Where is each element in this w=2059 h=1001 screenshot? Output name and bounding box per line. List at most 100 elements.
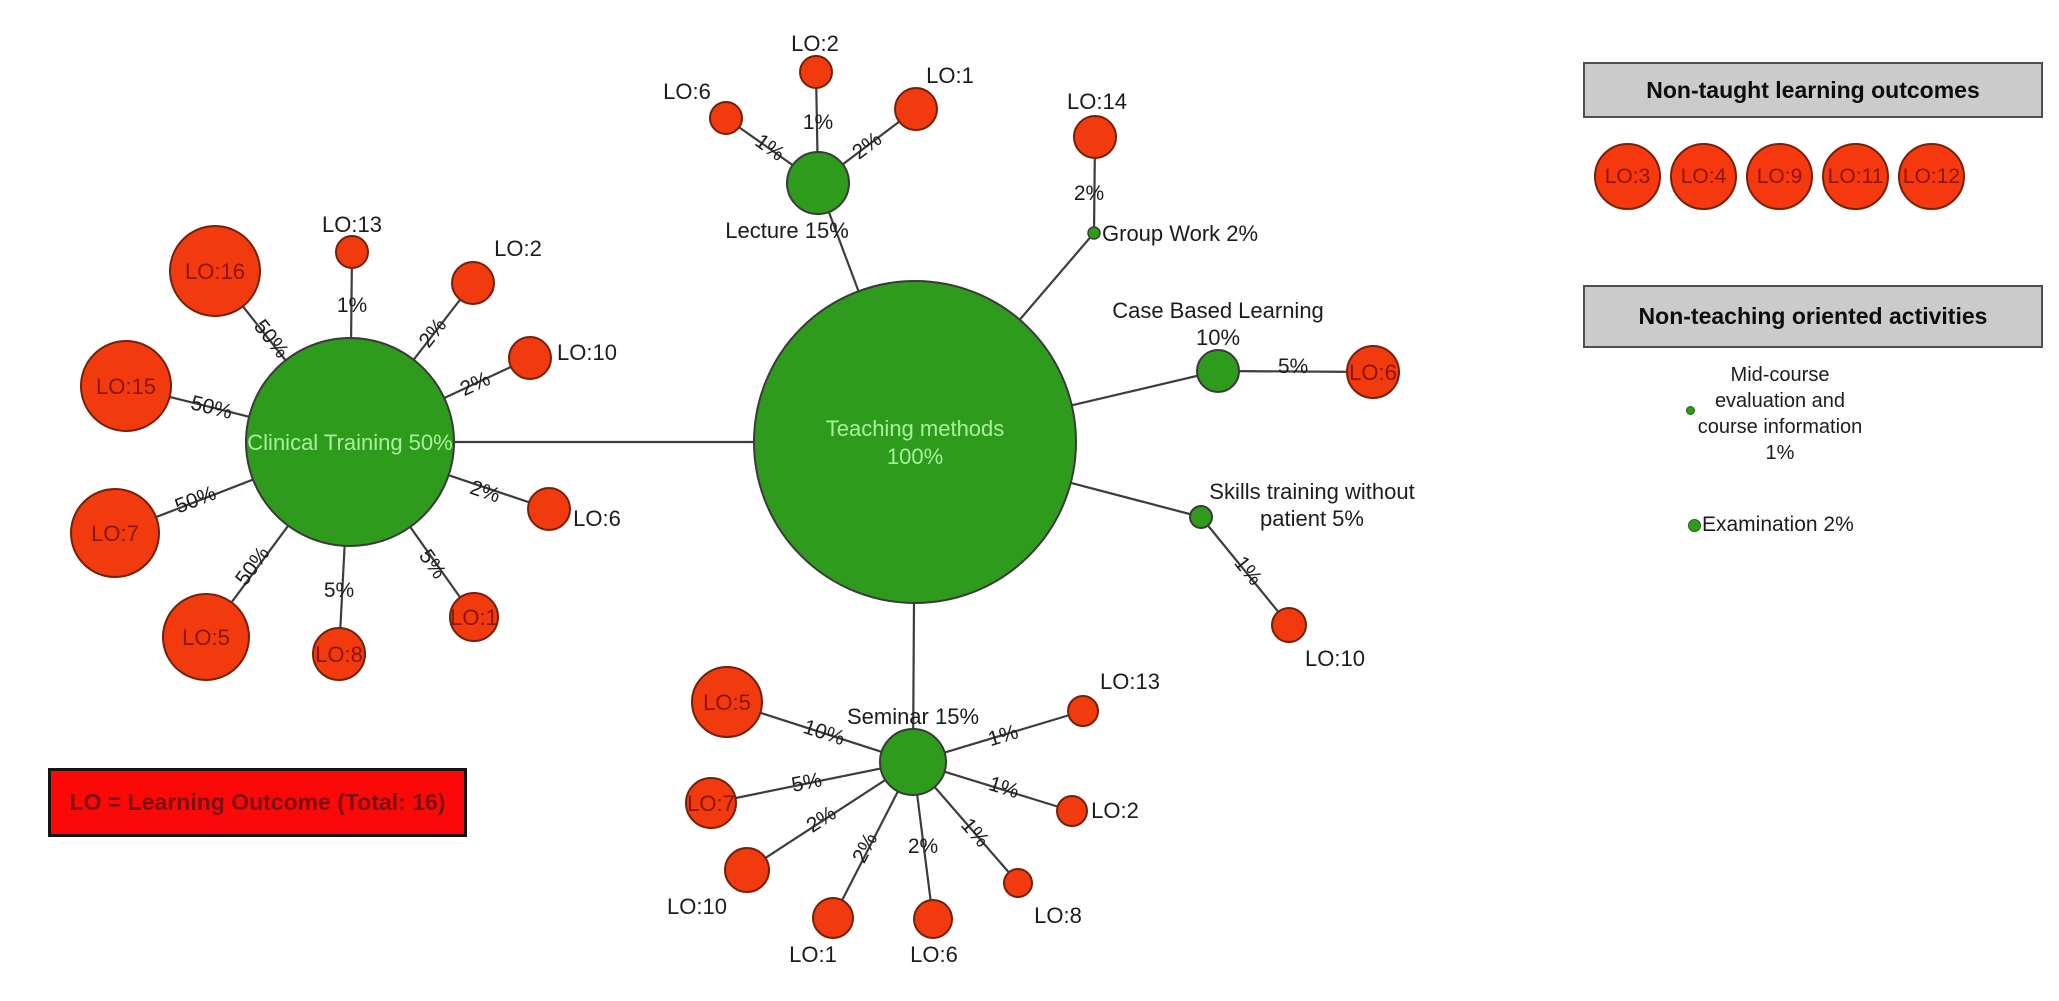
- node-label-lec_lo1: LO:1: [926, 63, 974, 88]
- node-label-cl_lo5: LO:5: [182, 625, 230, 650]
- node-label-lec_lo6: LO:6: [663, 79, 711, 104]
- node-label-sem_lo10: LO:10: [667, 894, 727, 919]
- node-label-cl_lo1: LO:1: [450, 605, 498, 630]
- midcourse-activity-label: Mid-course evaluation and course informa…: [1670, 362, 1890, 466]
- lo-legend-box: LO = Learning Outcome (Total: 16): [48, 768, 467, 837]
- edge-label-gw-lo14: 2%: [1074, 182, 1104, 205]
- node-sem_lo5: [691, 666, 763, 738]
- non-teaching-activities-header: Non-teaching oriented activities: [1583, 285, 2043, 348]
- edge-label-lecture-lec_lo1: 2%: [848, 127, 886, 164]
- node-label-lo14: LO:14: [1067, 89, 1127, 114]
- node-sem_lo6: [913, 899, 953, 939]
- non-taught-outcome-label: LO:11: [1827, 164, 1884, 188]
- non-taught-outcome-circle: LO:4: [1670, 143, 1737, 210]
- edge-label-seminar-sem_lo2: 1%: [986, 772, 1022, 803]
- node-label-cl_lo16: LO:16: [185, 259, 245, 284]
- node-label-cl_lo15: LO:15: [96, 374, 156, 399]
- node-label-sem_lo6: LO:6: [910, 942, 958, 967]
- node-label-sem_lo1: LO:1: [789, 942, 837, 967]
- node-sem_lo10: [724, 847, 770, 893]
- node-label-cl_lo6: LO:6: [573, 506, 621, 531]
- node-sem_lo2: [1056, 795, 1088, 827]
- non-taught-outcome-label: LO:3: [1604, 164, 1651, 188]
- node-label-cb-line1: Case Based Learning: [1112, 298, 1324, 323]
- edge-label-lecture-lec_lo2: 1%: [803, 111, 833, 134]
- non-taught-outcome-label: LO:4: [1680, 164, 1727, 188]
- node-sk: [1189, 505, 1213, 529]
- node-label-cb-line2: 10%: [1196, 325, 1240, 350]
- node-lec_lo2: [799, 55, 833, 89]
- node-cl_lo1: [449, 592, 499, 642]
- node-seminar: [879, 728, 947, 796]
- non-taught-outcome-circle: LO:3: [1594, 143, 1661, 210]
- node-sem_lo1: [812, 897, 854, 939]
- non-taught-outcome-circle: LO:9: [1746, 143, 1813, 210]
- node-label-clinical: Clinical Training 50%: [247, 430, 452, 455]
- examination-activity-label: Examination 2%: [1702, 513, 1854, 536]
- edge-label-seminar-sem_lo5: 10%: [800, 715, 847, 750]
- node-cb: [1196, 349, 1240, 393]
- node-lecture: [786, 151, 850, 215]
- node-cl_lo10: [508, 336, 552, 380]
- node-label-sk_lo10: LO:10: [1305, 646, 1365, 671]
- node-label-teaching-line2: 100%: [887, 444, 943, 469]
- non-teaching-activities-title: Non-teaching oriented activities: [1638, 303, 1988, 329]
- edge-label-seminar-sem_lo10: 2%: [802, 802, 840, 838]
- node-label-cl_lo13: LO:13: [322, 212, 382, 237]
- node-cl_lo16: [169, 225, 261, 317]
- midcourse-line-2: evaluation and: [1714, 390, 1846, 412]
- non-taught-outcome-circle: LO:11: [1822, 143, 1889, 210]
- midcourse-line-4: 1%: [1765, 442, 1795, 464]
- node-label-teaching-line1: Teaching methods: [826, 416, 1005, 441]
- edge-label-seminar-sem_lo1: 2%: [848, 829, 882, 867]
- node-cl_lo5: [162, 593, 250, 681]
- node-cb_lo6: [1346, 345, 1400, 399]
- edge-label-clinical-cl_lo6: 2%: [467, 476, 503, 507]
- edge-label-seminar-sem_lo7: 5%: [790, 768, 824, 797]
- non-taught-outcome-label: LO:12: [1902, 164, 1961, 188]
- node-label-sem_lo2: LO:2: [1091, 798, 1139, 823]
- edge-label-clinical-cl_lo7: 50%: [172, 482, 220, 519]
- midcourse-line-1: Mid-course: [1730, 364, 1830, 386]
- node-label-lecture: Lecture 15%: [725, 218, 849, 243]
- lo-legend-label: LO = Learning Outcome (Total: 16): [69, 789, 446, 815]
- node-sem_lo8: [1003, 868, 1033, 898]
- non-taught-outcomes-title: Non-taught learning outcomes: [1646, 76, 1980, 103]
- edge-label-clinical-cl_lo10: 2%: [457, 367, 494, 401]
- node-teaching: [753, 280, 1077, 604]
- midcourse-activity-dot: [1686, 406, 1695, 415]
- node-gw: [1087, 226, 1101, 240]
- edge-label-seminar-sem_lo13: 1%: [985, 720, 1021, 751]
- node-label-cl_lo7: LO:7: [91, 521, 139, 546]
- node-lo14: [1073, 115, 1117, 159]
- edge-label-clinical-cl_lo13: 1%: [337, 294, 367, 317]
- non-taught-outcomes-row: LO:3 LO:4 LO:9 LO:11 LO:12: [1594, 143, 1965, 210]
- node-label-sem_lo5: LO:5: [703, 690, 751, 715]
- node-label-sk-line1: Skills training without: [1209, 479, 1414, 504]
- node-label-sem_lo7: LO:7: [687, 791, 735, 816]
- node-label-sk-line2: patient 5%: [1260, 506, 1364, 531]
- edge-label-clinical-cl_lo5: 50%: [231, 542, 274, 589]
- node-label-cl_lo10: LO:10: [557, 340, 617, 365]
- edge-sk-sk_lo10: [1200, 516, 1290, 626]
- node-label-gw: Group Work 2%: [1102, 221, 1258, 246]
- node-cl_lo8: [312, 627, 366, 681]
- edge-label-seminar-sem_lo6: 2%: [908, 835, 938, 858]
- node-label-sem_lo13: LO:13: [1100, 669, 1160, 694]
- edge-label-cb-cb_lo6: 5%: [1278, 355, 1309, 378]
- node-cl_lo6: [527, 487, 571, 531]
- node-sem_lo13: [1067, 695, 1099, 727]
- edge-label-lecture-lec_lo6: 1%: [751, 130, 789, 166]
- node-sk_lo10: [1271, 607, 1307, 643]
- node-cl_lo2: [451, 261, 495, 305]
- node-label-cl_lo8: LO:8: [315, 642, 363, 667]
- edge-seminar-sem_lo7: [710, 760, 914, 805]
- node-clinical: [245, 337, 455, 547]
- non-taught-outcomes-header: Non-taught learning outcomes: [1583, 62, 2043, 118]
- examination-activity-dot: [1688, 519, 1701, 532]
- node-lec_lo6: [709, 101, 743, 135]
- node-sem_lo7: [685, 777, 737, 829]
- edge-label-clinical-cl_lo15: 50%: [188, 391, 234, 423]
